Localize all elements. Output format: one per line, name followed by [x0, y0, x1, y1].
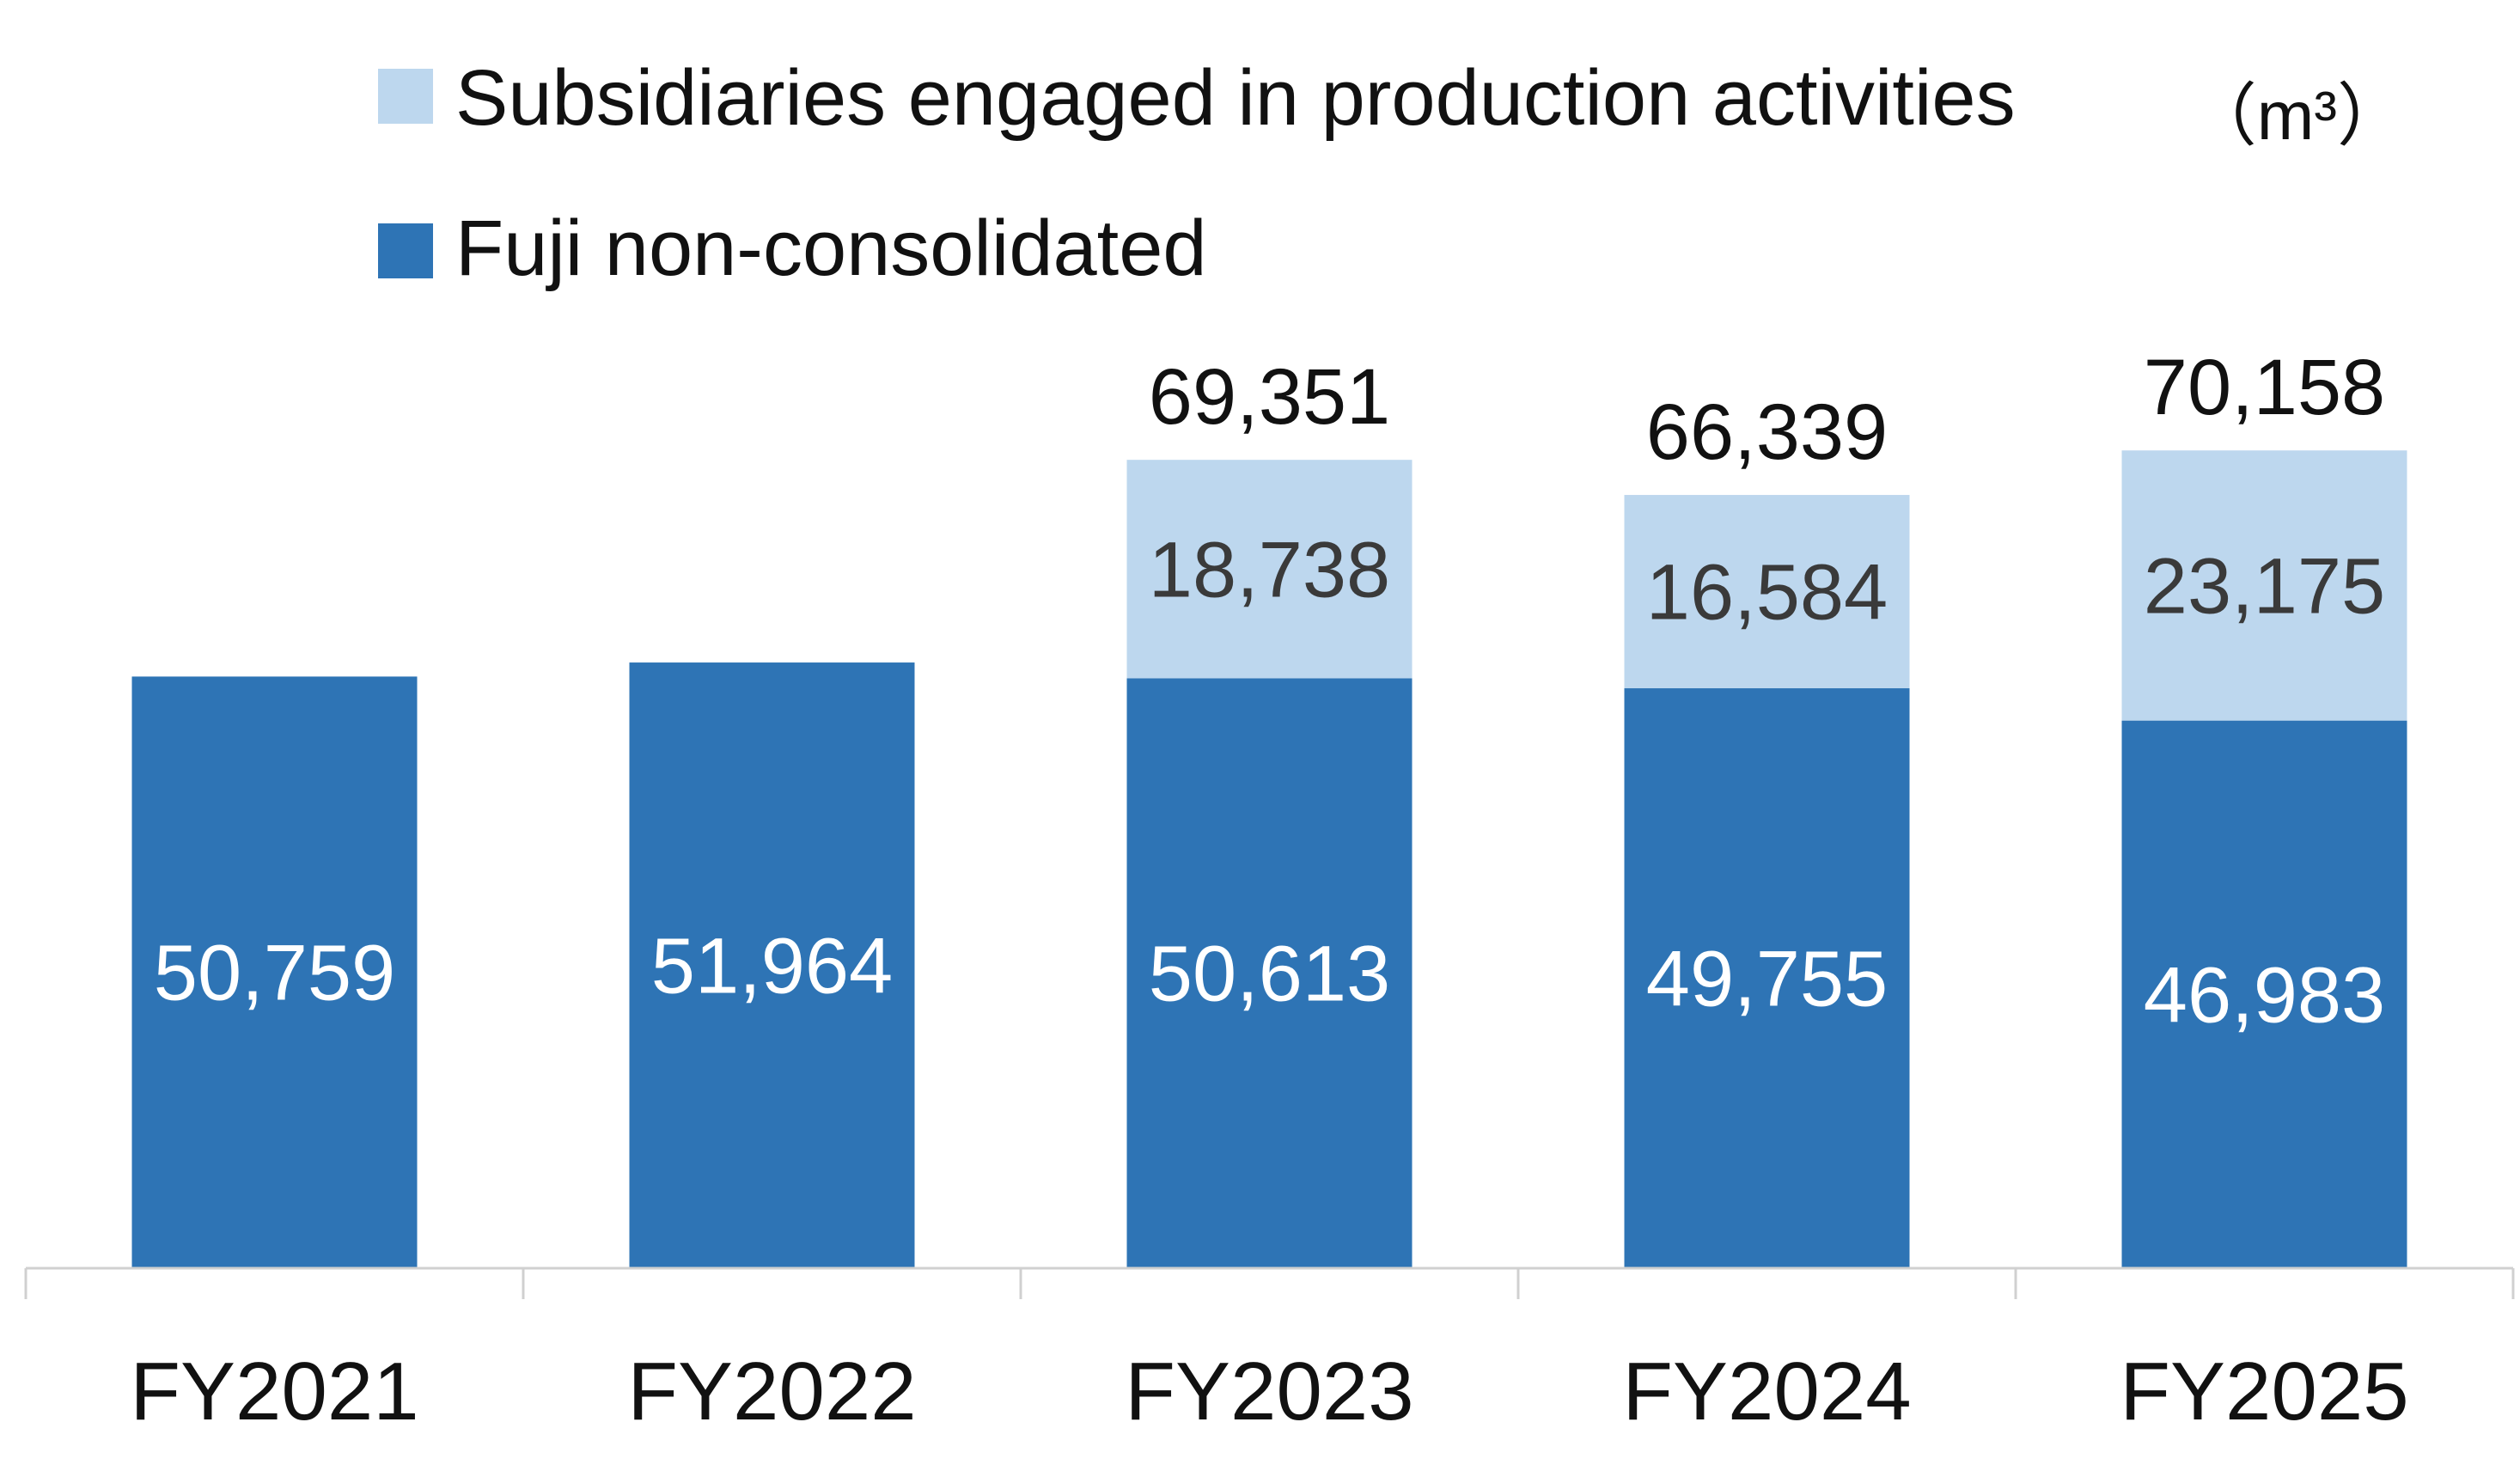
x-tick-label-fy2022: FY2022	[627, 1346, 916, 1437]
bar-fuji-fy2023	[1126, 678, 1413, 1268]
unit-label: （m³）	[2188, 77, 2406, 154]
bar-fuji-fy2024	[1624, 688, 1910, 1268]
x-tick-label-fy2025: FY2025	[2120, 1346, 2408, 1437]
bar-subsidiaries-fy2024	[1624, 495, 1910, 689]
legend: Subsidiaries engaged in production activ…	[378, 54, 2016, 292]
bars-layer	[131, 450, 2407, 1268]
x-tick-label-fy2024: FY2024	[1622, 1346, 1911, 1437]
bar-subsidiaries-fy2025	[2121, 450, 2407, 721]
legend-swatch-fuji	[378, 223, 433, 278]
data-label-fuji-fy2022: 51,964	[651, 923, 893, 1010]
total-label-fy2023: 69,351	[1149, 353, 1390, 441]
total-label-fy2024: 66,339	[1646, 388, 1888, 476]
total-label-fy2025: 70,158	[2144, 344, 2385, 431]
legend-label-fuji: Fuji non-consolidated	[455, 204, 1207, 292]
legend-label-subsidiaries: Subsidiaries engaged in production activ…	[455, 54, 2016, 142]
labels-layer: 50,759 51,964 18,738 50,613 69,351 16,584 49,7…	[154, 344, 2385, 1039]
bar-fuji-fy2022	[629, 662, 915, 1268]
bar-subsidiaries-fy2023	[1126, 460, 1413, 679]
data-label-subsidiaries-fy2023: 18,738	[1149, 526, 1390, 613]
data-label-fuji-fy2023: 50,613	[1149, 931, 1390, 1018]
data-label-fuji-fy2024: 49,755	[1646, 936, 1888, 1023]
x-tick-label-fy2021: FY2021	[130, 1346, 418, 1437]
x-tick-label-fy2023: FY2023	[1125, 1346, 1413, 1437]
data-label-subsidiaries-fy2024: 16,584	[1646, 549, 1888, 637]
data-label-fuji-fy2025: 46,983	[2144, 951, 2385, 1039]
bar-fuji-fy2021	[131, 676, 418, 1268]
bar-fuji-fy2025	[2121, 720, 2407, 1268]
legend-swatch-subsidiaries	[378, 69, 433, 124]
data-label-subsidiaries-fy2025: 23,175	[2144, 542, 2385, 630]
data-label-fuji-fy2021: 50,759	[154, 930, 395, 1017]
x-axis: FY2021 FY2022 FY2023 FY2024 FY2025	[24, 1266, 2515, 1437]
